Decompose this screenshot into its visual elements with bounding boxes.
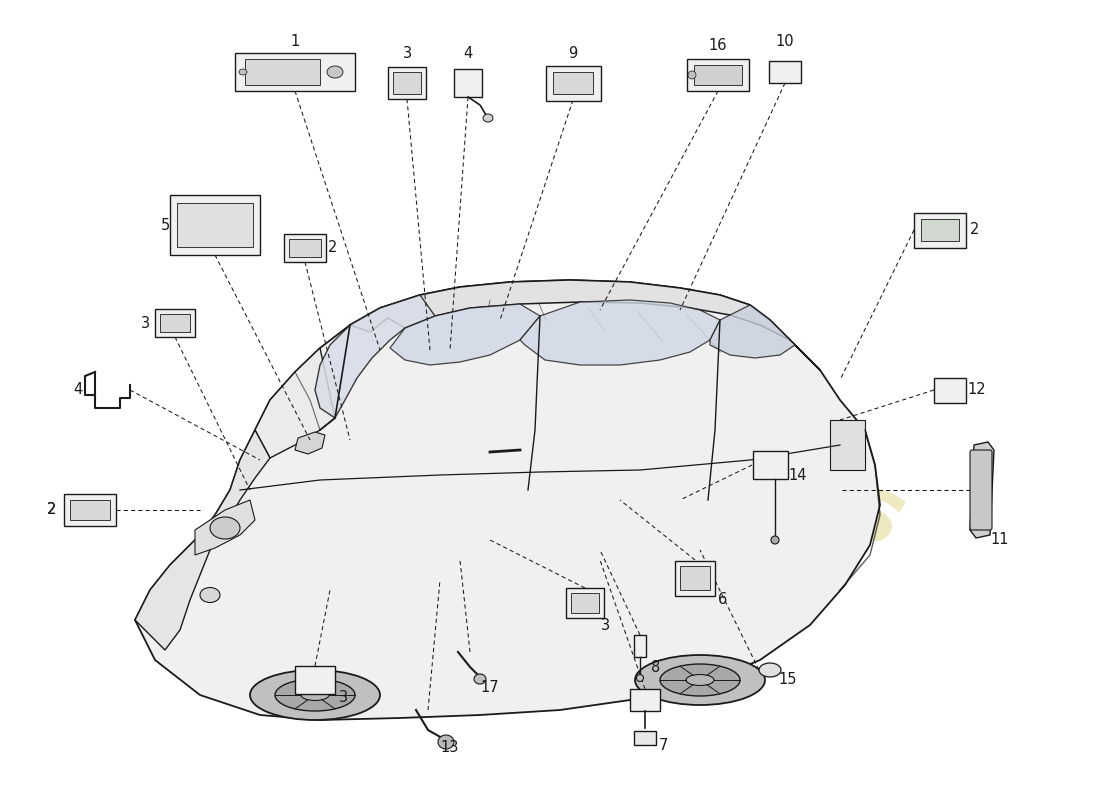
FancyBboxPatch shape [921,219,959,241]
FancyBboxPatch shape [914,213,966,247]
Ellipse shape [660,664,740,696]
Polygon shape [390,304,540,365]
Ellipse shape [301,690,329,701]
FancyBboxPatch shape [675,561,715,595]
FancyBboxPatch shape [177,203,253,247]
Polygon shape [710,305,795,358]
Ellipse shape [474,674,486,684]
FancyBboxPatch shape [245,59,320,85]
FancyBboxPatch shape [571,593,600,613]
Polygon shape [350,280,820,370]
Ellipse shape [688,71,696,79]
Polygon shape [195,500,255,555]
Ellipse shape [686,674,714,686]
Text: 2: 2 [47,502,57,518]
Polygon shape [135,430,270,650]
FancyBboxPatch shape [680,566,710,590]
Polygon shape [135,280,880,720]
FancyBboxPatch shape [170,195,260,255]
Ellipse shape [200,587,220,602]
FancyBboxPatch shape [970,450,992,530]
Text: euroParts: euroParts [403,290,917,570]
FancyBboxPatch shape [553,72,593,94]
Ellipse shape [483,114,493,122]
Text: 1: 1 [290,34,299,50]
Text: a passion for parts since 1985: a passion for parts since 1985 [360,438,719,602]
FancyBboxPatch shape [566,588,604,618]
Text: 13: 13 [441,741,459,755]
Polygon shape [970,442,994,538]
Text: 4: 4 [74,382,82,398]
Ellipse shape [637,674,644,682]
FancyBboxPatch shape [688,59,749,91]
Text: 9: 9 [569,46,578,61]
Text: 8: 8 [651,661,661,675]
Ellipse shape [759,663,781,677]
FancyBboxPatch shape [634,635,646,657]
Ellipse shape [275,679,355,711]
FancyBboxPatch shape [546,66,601,101]
Ellipse shape [635,655,764,705]
FancyBboxPatch shape [155,309,195,337]
FancyBboxPatch shape [752,451,788,479]
Text: 5: 5 [161,218,169,233]
Text: 3: 3 [601,618,609,633]
FancyBboxPatch shape [769,61,801,83]
Text: 2: 2 [970,222,980,238]
Text: 11: 11 [991,533,1010,547]
FancyBboxPatch shape [454,69,482,97]
FancyBboxPatch shape [830,420,865,470]
FancyBboxPatch shape [630,689,660,711]
FancyBboxPatch shape [934,378,966,402]
FancyBboxPatch shape [393,72,421,94]
FancyBboxPatch shape [295,666,336,694]
Text: 2: 2 [47,502,57,518]
FancyBboxPatch shape [284,234,326,262]
FancyBboxPatch shape [160,314,190,332]
FancyBboxPatch shape [634,731,656,745]
FancyBboxPatch shape [289,239,321,257]
Ellipse shape [210,517,240,539]
FancyBboxPatch shape [388,67,426,99]
Text: 12: 12 [968,382,987,398]
Text: 10: 10 [776,34,794,50]
FancyBboxPatch shape [694,65,743,85]
Text: 7: 7 [658,738,668,753]
Polygon shape [520,300,720,365]
Text: 3: 3 [339,690,348,706]
Polygon shape [315,295,434,418]
Ellipse shape [327,66,343,78]
Polygon shape [295,432,324,454]
Text: 15: 15 [779,673,798,687]
Text: 3: 3 [141,315,150,330]
Text: 3: 3 [403,46,411,61]
Text: 2: 2 [328,241,338,255]
Ellipse shape [250,670,380,720]
Text: 17: 17 [481,679,499,694]
FancyBboxPatch shape [70,500,110,520]
Ellipse shape [771,536,779,544]
Ellipse shape [239,69,248,75]
Ellipse shape [438,735,454,749]
FancyBboxPatch shape [64,494,116,526]
Text: 6: 6 [718,593,727,607]
Text: 4: 4 [463,46,473,61]
Text: 14: 14 [789,467,807,482]
Text: 16: 16 [708,38,727,53]
Polygon shape [255,348,336,458]
FancyBboxPatch shape [235,53,355,91]
